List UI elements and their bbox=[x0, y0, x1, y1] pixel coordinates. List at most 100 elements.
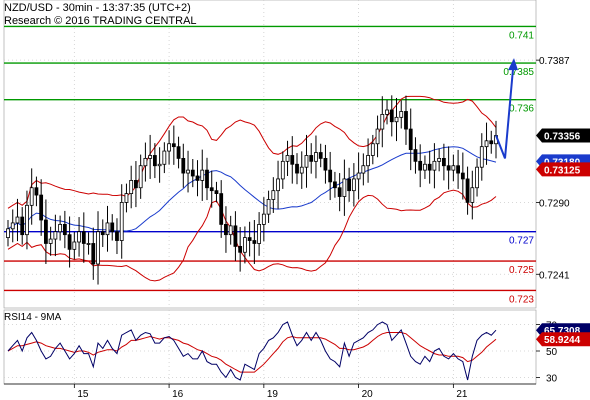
candle-body bbox=[456, 165, 460, 174]
rsi-title: RSI14 - 9MA bbox=[4, 312, 62, 323]
level-label-0.7385: 0.7385 bbox=[503, 67, 534, 78]
candle-body bbox=[20, 216, 25, 236]
candle bbox=[394, 97, 399, 142]
candle bbox=[148, 134, 153, 179]
candle-body bbox=[337, 187, 342, 197]
candle-body bbox=[441, 157, 446, 167]
candle bbox=[423, 155, 427, 179]
candle bbox=[110, 214, 115, 241]
rsi-ma-line bbox=[7, 332, 497, 373]
candle-body bbox=[465, 178, 470, 203]
candle bbox=[115, 218, 119, 255]
candle-body bbox=[209, 187, 214, 192]
candle-body bbox=[285, 155, 290, 162]
level-label-0.723: 0.723 bbox=[509, 294, 534, 305]
candle-body bbox=[214, 190, 219, 195]
candle bbox=[186, 150, 190, 193]
candle bbox=[162, 142, 167, 174]
candle-body bbox=[190, 169, 195, 177]
bollinger-lower bbox=[7, 189, 497, 282]
candle-body bbox=[181, 157, 186, 174]
candle-body bbox=[39, 194, 44, 221]
candle bbox=[257, 212, 262, 256]
rsi-badge bbox=[536, 332, 590, 347]
candle bbox=[48, 226, 53, 256]
candle bbox=[10, 209, 15, 243]
candle bbox=[285, 140, 290, 176]
candle bbox=[470, 170, 475, 220]
candle bbox=[224, 206, 228, 253]
candle-body bbox=[176, 146, 181, 159]
candle bbox=[309, 143, 314, 174]
chart-credit: Research © 2016 TRADING CENTRAL bbox=[4, 15, 197, 27]
candle-body bbox=[100, 231, 105, 236]
candle bbox=[413, 137, 418, 174]
candle bbox=[271, 177, 276, 213]
candle-body bbox=[29, 187, 34, 206]
candle bbox=[328, 151, 333, 201]
candle-body bbox=[233, 225, 238, 247]
candle-body bbox=[129, 179, 134, 194]
candle-body bbox=[228, 225, 233, 236]
candle bbox=[427, 150, 432, 184]
candle-body bbox=[62, 223, 67, 236]
candle-body bbox=[437, 157, 442, 162]
candle bbox=[366, 138, 370, 183]
candle bbox=[370, 134, 375, 165]
candle bbox=[484, 122, 489, 165]
candle bbox=[460, 152, 465, 200]
level-label-0.736: 0.736 bbox=[509, 104, 534, 115]
candle-body bbox=[224, 223, 228, 236]
candle-body bbox=[356, 172, 361, 180]
candle bbox=[205, 157, 209, 201]
projection-arrowhead bbox=[508, 58, 518, 71]
candle-body bbox=[366, 155, 370, 167]
candle bbox=[247, 221, 252, 257]
candle-body bbox=[304, 155, 309, 168]
candle bbox=[72, 232, 77, 260]
candle-body bbox=[328, 169, 333, 183]
candle bbox=[456, 149, 460, 189]
candle-body bbox=[380, 114, 385, 130]
price-plot-frame bbox=[3, 0, 537, 309]
candle bbox=[404, 95, 408, 145]
support-resistance-levels: 0.741 0.7385 0.736 0.727 0.725 0.723 bbox=[4, 25, 536, 305]
candle-body bbox=[361, 165, 366, 174]
price-badge-label: 0.73356 bbox=[544, 132, 581, 143]
candle-body bbox=[238, 245, 243, 253]
candle bbox=[437, 148, 442, 172]
candle-body bbox=[446, 165, 451, 171]
candle bbox=[44, 199, 48, 264]
candle bbox=[299, 151, 304, 189]
candle bbox=[418, 144, 423, 188]
candle bbox=[171, 125, 176, 165]
candle bbox=[214, 181, 219, 203]
candle bbox=[408, 108, 413, 171]
candle-body bbox=[67, 234, 72, 250]
candle bbox=[342, 159, 347, 216]
candle-body bbox=[404, 111, 408, 130]
candle bbox=[351, 163, 356, 207]
candle-body bbox=[323, 157, 328, 171]
candle bbox=[465, 166, 470, 215]
candle bbox=[20, 207, 25, 245]
candle-body bbox=[91, 243, 96, 265]
candle-body bbox=[148, 155, 153, 159]
rsi-lines bbox=[7, 321, 497, 381]
candle-body bbox=[143, 157, 148, 167]
candle-body bbox=[351, 178, 356, 192]
candle bbox=[53, 214, 58, 257]
candle bbox=[181, 143, 186, 188]
candle bbox=[441, 143, 446, 181]
candle bbox=[276, 160, 280, 209]
candle-body bbox=[77, 231, 81, 243]
price-tick-label: 0.7241 bbox=[539, 270, 570, 281]
candle bbox=[489, 130, 494, 154]
candle bbox=[318, 143, 323, 168]
candle bbox=[361, 153, 366, 186]
candle-body bbox=[252, 240, 257, 244]
candle bbox=[67, 216, 72, 268]
candle-body bbox=[162, 150, 167, 165]
